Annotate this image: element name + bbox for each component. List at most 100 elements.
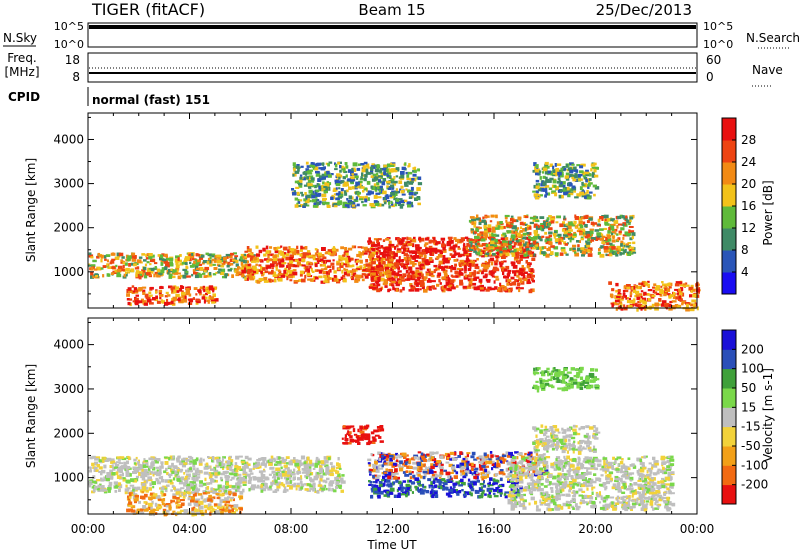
data-cell-3	[400, 275, 405, 279]
data-cell-4	[469, 239, 475, 241]
data-cell-2	[284, 272, 289, 277]
data-cell-1	[164, 301, 169, 306]
data-cell-6	[304, 200, 310, 204]
data-cell-3	[423, 276, 428, 279]
data-cell-3	[466, 253, 472, 257]
data-cell-0	[188, 455, 192, 458]
data-cell-3	[498, 242, 501, 245]
data-cell-2	[488, 488, 493, 493]
data-cell-5	[634, 294, 637, 298]
data-cell-3	[510, 245, 516, 248]
data-cell-6	[336, 173, 341, 177]
data-cell-0	[265, 483, 268, 487]
data-cell-0	[337, 457, 340, 461]
data-cell-6	[370, 191, 374, 195]
data-cell-2	[251, 275, 256, 280]
data-cell-3	[471, 271, 477, 276]
data-cell-4	[590, 239, 595, 242]
data-cell-4	[528, 232, 532, 236]
data-cell-5	[668, 307, 673, 311]
data-cell-3	[464, 264, 467, 269]
data-cell-2	[277, 273, 283, 277]
data-cell-7	[552, 179, 557, 184]
colorbar-swatch	[722, 272, 736, 295]
data-cell-1	[140, 511, 145, 515]
data-cell-0	[98, 466, 103, 470]
data-cell-6	[370, 170, 374, 174]
data-cell-0	[122, 464, 128, 469]
data-cell-3	[430, 270, 434, 273]
data-cell-0	[151, 456, 157, 461]
data-cell-4	[616, 249, 620, 253]
data-cell-7	[544, 161, 549, 165]
data-cell-0	[222, 470, 227, 474]
data-cell-6	[366, 180, 371, 185]
data-cell-3	[513, 273, 517, 277]
data-cell-1	[157, 505, 163, 509]
data-cell-2	[306, 268, 310, 271]
data-cell-4	[604, 218, 607, 221]
data-cell-6	[345, 174, 348, 178]
data-cell-0	[124, 490, 128, 495]
data-cell-3	[392, 286, 395, 291]
data-cell-5	[696, 291, 700, 294]
data-cell-7	[539, 176, 542, 180]
data-cell-4	[494, 246, 498, 250]
data-cell-4	[560, 247, 566, 250]
power-x-ticks	[87, 113, 698, 308]
data-cell-0	[275, 472, 280, 476]
data-cell-3	[449, 279, 455, 284]
data-cell-0	[90, 271, 94, 276]
data-cell-4	[510, 235, 516, 239]
data-cell-4	[545, 253, 550, 258]
data-cell-3	[368, 248, 372, 251]
data-cell-3	[443, 270, 447, 274]
data-cell-7	[547, 170, 551, 174]
colorbar-swatch	[722, 118, 736, 141]
data-cell-4	[610, 225, 615, 229]
data-cell-1	[225, 500, 230, 504]
data-cell-4	[577, 244, 580, 248]
data-cell-6	[382, 168, 387, 171]
data-cell-7	[551, 190, 556, 193]
data-cell-0	[299, 481, 303, 484]
data-cell-2	[268, 258, 272, 262]
data-cell-0	[154, 271, 159, 275]
data-cell-3	[476, 258, 479, 261]
data-cell-4	[474, 221, 477, 224]
data-cell-6	[412, 173, 417, 177]
data-cell-0	[234, 462, 238, 465]
data-cell-4	[559, 223, 564, 228]
data-cell-5	[636, 285, 641, 290]
data-cell-0	[130, 478, 135, 482]
data-cell-4	[512, 237, 515, 242]
data-cell-0	[229, 263, 234, 266]
data-cell-2	[348, 258, 351, 263]
data-cell-0	[159, 257, 163, 261]
data-cell-4	[557, 233, 562, 237]
data-cell-1	[232, 492, 237, 497]
data-cell-1	[170, 300, 174, 304]
data-cell-6	[380, 203, 385, 207]
data-cell-0	[194, 489, 199, 494]
data-cell-0	[320, 485, 325, 488]
data-cell-4	[507, 224, 511, 228]
data-cell-3	[399, 289, 403, 293]
data-cell-0	[283, 465, 288, 468]
data-cell-5	[669, 294, 674, 297]
data-cell-7	[561, 181, 566, 185]
data-cell-0	[222, 275, 227, 279]
data-cell-0	[173, 272, 178, 275]
data-cell-0	[341, 474, 345, 477]
data-cell-6	[400, 185, 404, 189]
data-cell-3	[409, 240, 414, 243]
data-cell-4	[495, 214, 498, 219]
data-cell-4	[631, 235, 634, 240]
data-cell-0	[180, 487, 185, 490]
data-cell-0	[337, 463, 341, 467]
data-cell-3	[493, 260, 498, 263]
data-cell-1	[200, 510, 204, 513]
data-cell-2	[300, 258, 306, 262]
data-cell-2	[371, 251, 376, 255]
data-cell-0	[339, 484, 342, 487]
